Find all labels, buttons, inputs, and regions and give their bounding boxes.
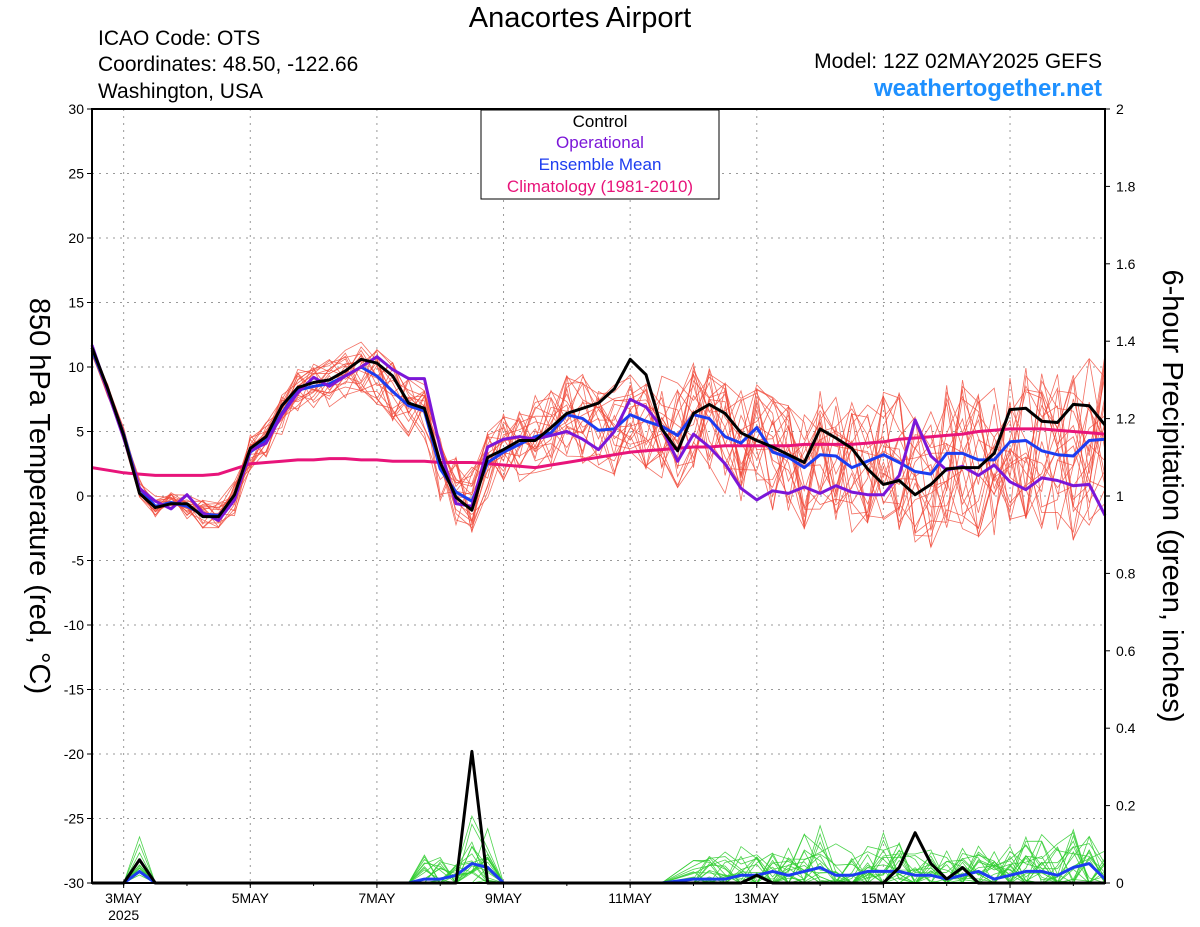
- location: Washington, USA: [98, 80, 263, 103]
- gridlines: [92, 109, 1105, 883]
- temp-member-line: [91, 351, 1106, 543]
- y-tick-label: -20: [64, 746, 84, 762]
- y-tick-label: 25: [68, 166, 84, 182]
- temp-member-line: [91, 346, 1106, 528]
- y-axis-label-right: 6-hour Precipitation (green, inches): [1156, 270, 1188, 723]
- x-tick-label: 3MAY: [105, 890, 143, 906]
- temp-member-line: [91, 350, 1106, 527]
- icao-code: ICAO Code: OTS: [98, 27, 261, 50]
- y-tick-label: -5: [72, 553, 85, 569]
- x-tick-label: 7MAY: [358, 890, 396, 906]
- y-tick-label: -30: [64, 875, 84, 891]
- y-tick-label: 0: [76, 488, 84, 504]
- y2-tick-label: 0.8: [1116, 565, 1136, 581]
- x-tick-label: 13MAY: [734, 890, 780, 906]
- temp-member-line: [91, 352, 1106, 530]
- y-tick-label: 15: [68, 295, 84, 311]
- temp-member-line: [91, 345, 1106, 530]
- coordinates: Coordinates: 48.50, -122.66: [98, 53, 359, 76]
- temp-member-line: [91, 347, 1106, 537]
- y2-tick-label: 0.6: [1116, 643, 1136, 659]
- y-axis-label-left: 850 hPa Temperature (red, °C): [23, 298, 55, 694]
- x-tick-label: 11MAY: [608, 890, 652, 906]
- legend-ensemble-mean: Ensemble Mean: [539, 155, 662, 174]
- y2-tick-label: 1.6: [1116, 256, 1136, 272]
- y-tick-label: -25: [64, 811, 84, 827]
- y2-tick-label: 0.2: [1116, 798, 1136, 814]
- series-lines: [90, 344, 1107, 885]
- x-tick-year: 2025: [108, 907, 139, 923]
- axis-ticks: 302520151050-5-10-15-20-25-3021.81.61.41…: [64, 101, 1136, 923]
- y2-tick-label: 1.2: [1116, 411, 1136, 427]
- control-line: [90, 347, 1107, 519]
- y2-tick-label: 0: [1116, 875, 1124, 891]
- y2-tick-label: 2: [1116, 101, 1124, 117]
- y-tick-label: 20: [68, 230, 84, 246]
- operational-line: [90, 344, 1107, 522]
- y2-tick-label: 1.8: [1116, 178, 1136, 194]
- x-tick-label: 9MAY: [485, 890, 523, 906]
- x-tick-label: 17MAY: [988, 890, 1034, 906]
- x-tick-label: 15MAY: [861, 890, 907, 906]
- legend-climatology: Climatology (1981-2010): [507, 177, 693, 196]
- y-tick-label: -10: [64, 617, 84, 633]
- y-tick-label: 5: [76, 424, 84, 440]
- y2-tick-label: 1: [1116, 488, 1124, 504]
- y2-tick-label: 1.4: [1116, 333, 1136, 349]
- legend-operational: Operational: [556, 133, 644, 152]
- site-link[interactable]: weathertogether.net: [873, 75, 1102, 102]
- legend-box: [480, 109, 720, 200]
- ensemble-members: [91, 341, 1106, 885]
- legend: Control Operational Ensemble Mean Climat…: [480, 109, 720, 200]
- x-tick-label: 5MAY: [232, 890, 270, 906]
- climatology-line: [91, 427, 1106, 477]
- legend-control: Control: [573, 112, 628, 131]
- y-tick-label: 10: [68, 359, 84, 375]
- y-tick-label: 30: [68, 101, 84, 117]
- y2-tick-label: 0.4: [1116, 720, 1136, 736]
- chart-title: Anacortes Airport: [468, 2, 692, 34]
- y-tick-label: -15: [64, 682, 84, 698]
- model-run: Model: 12Z 02MAY2025 GEFS: [814, 50, 1102, 73]
